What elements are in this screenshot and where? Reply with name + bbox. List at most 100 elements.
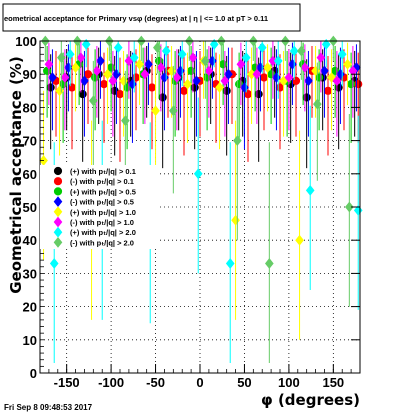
data-point [158,93,167,102]
data-point [80,75,89,87]
data-point [327,72,336,83]
legend-marker [53,226,63,238]
data-point [151,105,160,117]
data-point [71,62,80,73]
data-point [187,66,196,75]
data-point [295,234,304,246]
legend-label: (-) with pₜ/|q| > 0.1 [70,177,134,186]
data-point [160,72,169,83]
data-point [225,258,235,269]
legend-marker [53,236,63,248]
legend-marker [53,166,63,176]
y-tick-label: 0 [30,366,37,381]
legend-label: (-) with pₜ/|q| > 0.5 [70,198,134,207]
data-point [354,80,363,89]
data-point [332,75,342,87]
data-point [103,68,112,80]
data-point [81,38,91,50]
series-8 [41,35,354,364]
data-point [144,58,153,70]
data-point [46,83,55,92]
data-point [224,68,233,80]
y-tick-label: 10 [23,333,37,348]
data-point [320,65,329,77]
data-point [321,38,331,50]
data-point [305,184,315,196]
y-tick-label: 70 [23,134,37,149]
data-point [241,52,251,64]
data-point [44,58,54,70]
x-tick-label: 100 [278,375,300,390]
data-point [219,60,228,69]
data-point [236,58,246,70]
series-6 [44,41,358,137]
data-point [76,52,86,64]
data-point [297,45,306,57]
data-point [254,90,263,99]
y-tick-label: 90 [23,67,37,82]
legend-marker [53,196,63,208]
data-point [222,86,231,95]
data-point [48,72,57,83]
legend-marker [53,216,63,228]
data-point [316,52,326,64]
y-tick-label: 100 [15,34,37,49]
data-point [121,115,130,127]
data-point [177,48,187,60]
data-point [60,72,70,83]
legend: (+) with pₜ/|q| > 0.1(-) with pₜ/|q| > 0… [40,165,160,249]
data-point [49,258,59,269]
data-point [263,62,272,73]
data-point [313,98,322,110]
data-point [156,62,166,73]
data-point [129,52,139,64]
data-point [289,45,299,57]
data-point [323,86,333,95]
y-tick-label: 80 [23,100,37,115]
y-tick-label: 20 [23,300,37,315]
data-point [96,55,105,67]
data-point [201,55,210,67]
data-point [343,58,352,70]
data-point [233,135,242,147]
y-tick-label: 50 [23,200,37,215]
legend-marker [53,177,63,186]
data-point [83,70,93,79]
data-point [65,48,75,60]
y-axis-title: Geometrical acceptance (%) [7,56,25,294]
data-point [99,80,109,89]
x-axis-title: φ (degrees) [261,391,360,409]
data-point [57,52,66,64]
data-point [252,68,262,80]
x-tick-label: -100 [98,375,124,390]
data-point [208,55,217,67]
data-point [193,168,203,180]
data-point [176,65,185,77]
data-point [183,78,192,90]
timestamp: Fri Sep 8 09:48:53 2017 [4,403,93,412]
data-point [284,72,294,83]
data-point [220,75,230,87]
x-tick-label: 0 [196,375,203,390]
data-point [92,65,102,77]
data-point [300,62,310,73]
data-point [243,90,253,99]
legend-label: (-) with pₜ/|q| > 2.0 [70,238,134,247]
legend-label: (+) with pₜ/|q| > 0.1 [70,167,136,176]
data-point [192,75,201,87]
x-tick-label: -50 [146,375,165,390]
data-point [153,42,162,54]
data-point [275,83,285,92]
legend-label: (+) with pₜ/|q| > 1.0 [70,208,136,217]
data-point [188,52,198,64]
data-point [147,83,157,92]
data-point [337,48,347,60]
data-point [315,73,324,82]
data-point [259,73,269,82]
data-point [113,42,123,54]
data-point [108,75,118,87]
data-point [311,65,320,77]
data-point [78,90,87,99]
data-point [209,38,219,50]
